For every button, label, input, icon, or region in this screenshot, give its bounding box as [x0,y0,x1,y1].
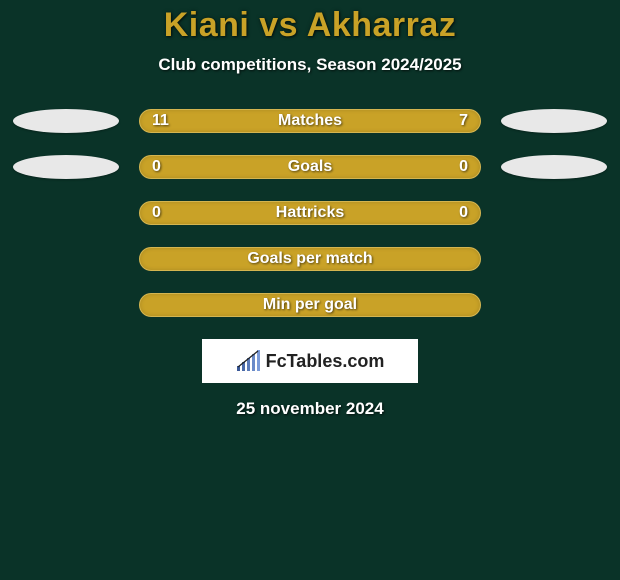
page-title: Kiani vs Akharraz [0,6,620,45]
right-marker-ellipse [501,109,607,133]
stat-row: 0 Goals 0 [0,155,620,179]
stat-right-value: 0 [444,158,468,176]
stat-row: Min per goal [0,293,620,317]
branding-badge: FcTables.com [202,339,418,383]
stat-row: Goals per match [0,247,620,271]
stat-label: Goals [288,158,332,176]
subtitle: Club competitions, Season 2024/2025 [0,55,620,75]
branding-text: FcTables.com [266,351,385,372]
stat-left-value: 11 [152,112,176,130]
stat-bar-min-per-goal: Min per goal [139,293,481,317]
left-marker-ellipse [13,155,119,179]
stat-label: Goals per match [247,250,372,268]
stat-right-value: 0 [444,204,468,222]
stat-label: Matches [278,112,342,130]
footer-date: 25 november 2024 [0,399,620,419]
stat-bar-goals-per-match: Goals per match [139,247,481,271]
stat-bar-matches: 11 Matches 7 [139,109,481,133]
comparison-card: Kiani vs Akharraz Club competitions, Sea… [0,0,620,419]
left-marker-ellipse [13,109,119,133]
stat-row: 11 Matches 7 [0,109,620,133]
stat-label: Min per goal [263,296,357,314]
stat-left-value: 0 [152,158,176,176]
stat-label: Hattricks [276,204,344,222]
stat-bar-goals: 0 Goals 0 [139,155,481,179]
stat-bar-hattricks: 0 Hattricks 0 [139,201,481,225]
right-marker-ellipse [501,155,607,179]
stat-right-value: 7 [444,112,468,130]
stat-left-value: 0 [152,204,176,222]
fctables-icon [236,350,262,372]
stat-row: 0 Hattricks 0 [0,201,620,225]
stats-rows: 11 Matches 7 0 Goals 0 0 Hattricks 0 [0,109,620,317]
